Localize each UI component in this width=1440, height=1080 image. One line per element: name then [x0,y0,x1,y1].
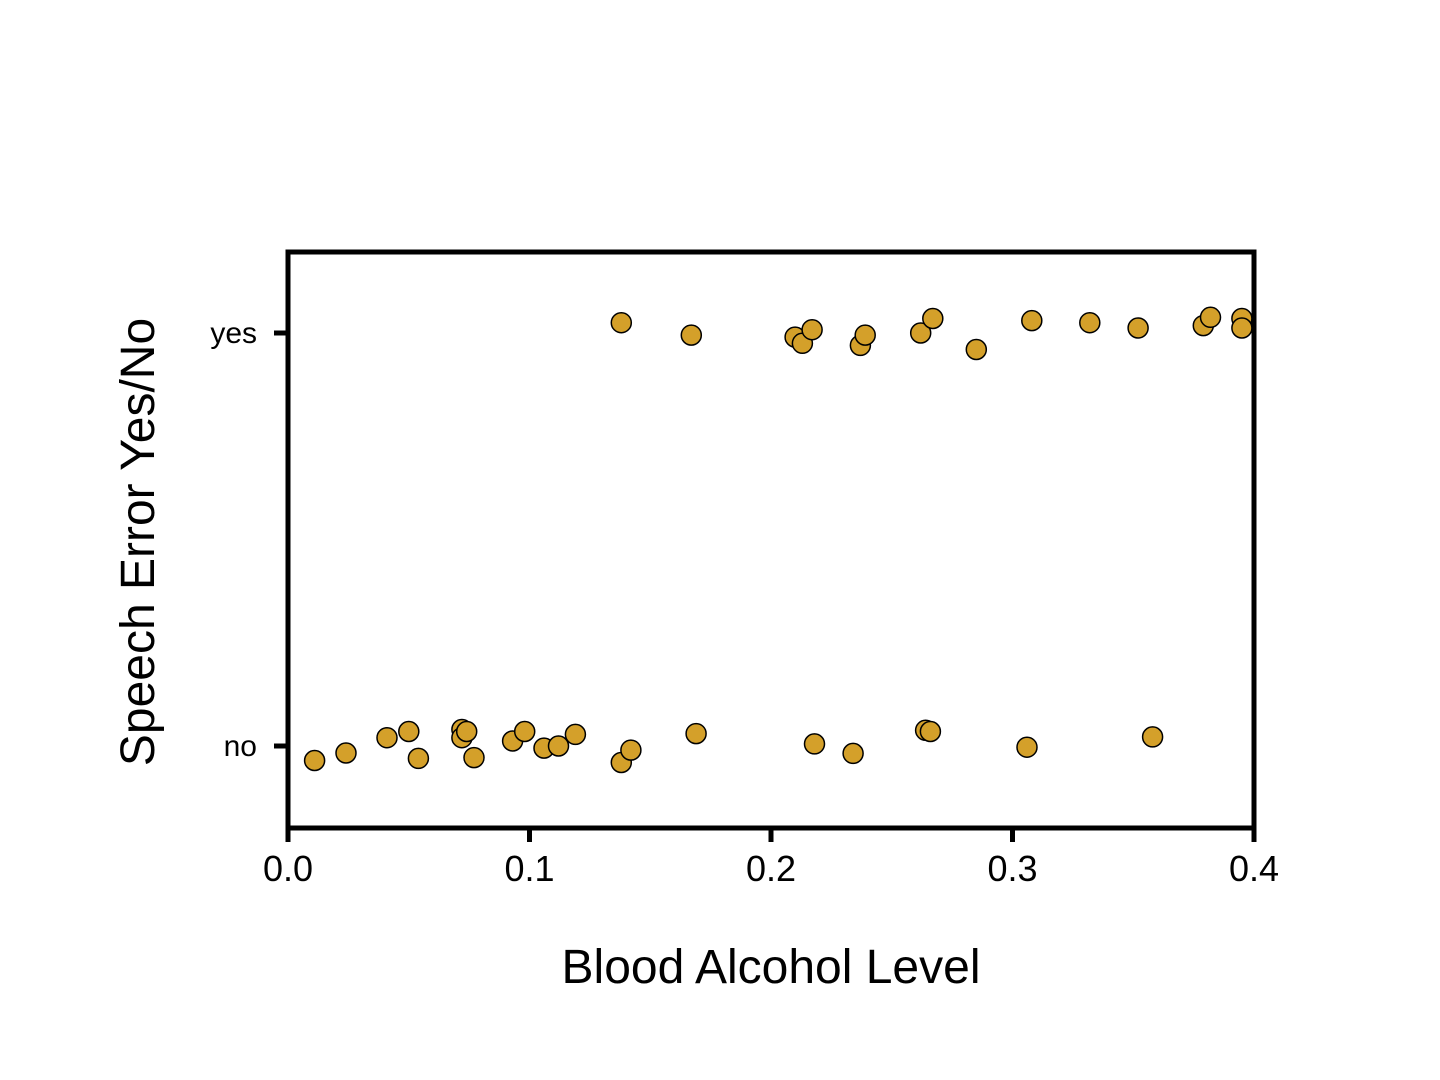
data-point [620,739,642,761]
data-point [1127,317,1149,339]
data-point [685,722,707,745]
data-point [564,723,587,746]
data-point [513,720,536,743]
data-point [1231,317,1253,339]
y-axis-label: Speech Error Yes/No [112,318,165,766]
data-point [455,720,478,743]
data-point [680,324,703,346]
data-point [909,322,932,344]
x-tick-label: 0.4 [1229,848,1279,889]
x-axis-ticks: 0.0 0.1 0.2 0.3 0.4 [263,828,1279,889]
data-point [1141,726,1164,748]
data-point [803,733,826,755]
data-point [919,720,942,743]
data-point [1021,309,1043,332]
y-tick-label: no [224,730,257,763]
data-point [965,338,988,361]
y-axis-ticks: no yes [210,317,288,763]
data-point [407,747,430,770]
data-point [854,324,876,346]
data-point [842,742,864,765]
plot-frame [285,249,1257,831]
data-point [303,749,326,772]
y-tick-label: yes [210,317,257,350]
x-tick-label: 0.2 [746,848,796,889]
data-point [463,746,485,769]
x-tick-label: 0.1 [504,848,554,889]
data-point [335,742,357,764]
x-axis-label: Blood Alcohol Level [562,941,981,994]
data-point [1016,736,1038,758]
data-point [398,720,420,743]
data-point [1079,311,1101,334]
data-point [1199,306,1222,329]
data-point [376,726,398,749]
data-point [801,318,823,341]
data-points [303,306,1253,774]
data-point [922,307,944,330]
data-point [547,735,570,757]
data-point [610,311,633,334]
x-tick-label: 0.3 [987,848,1037,889]
x-tick-label: 0.0 [263,848,313,889]
